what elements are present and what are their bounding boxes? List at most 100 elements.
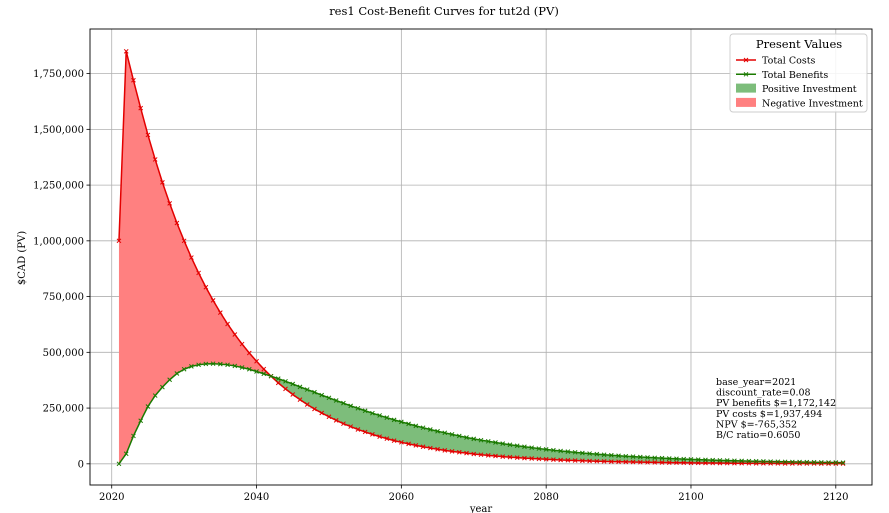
- total-costs-point: [572, 458, 578, 463]
- legend-items: Total Costs Total Benefits Positive Invest…: [736, 56, 863, 109]
- total-benefits-point: [203, 361, 209, 367]
- total-benefits-point: [398, 419, 404, 425]
- total-benefits-point: [724, 458, 730, 463]
- total-costs-point: [304, 402, 310, 407]
- total-benefits-point: [377, 413, 382, 418]
- annotation-line: PV benefits $=1,172,142: [716, 398, 836, 409]
- total-benefits-point: [775, 459, 781, 465]
- total-benefits-point: [746, 458, 752, 464]
- legend-positive-investment: Positive Investment: [736, 83, 857, 95]
- total-benefits-point: [413, 423, 419, 429]
- total-benefits-point: [341, 400, 346, 406]
- total-benefits-point: [167, 377, 173, 383]
- total-benefits-point: [493, 440, 498, 445]
- total-costs-point: [181, 238, 187, 244]
- total-benefits-point: [304, 387, 310, 392]
- total-benefits-point: [160, 384, 165, 390]
- total-costs-point: [145, 132, 151, 138]
- total-costs-point: [485, 453, 491, 458]
- total-costs-point: [116, 238, 122, 244]
- y-tick-label: 750,000: [43, 292, 84, 303]
- legend-total-costs: Total Costs: [736, 56, 816, 67]
- total-benefits-point: [152, 393, 158, 398]
- total-costs-point: [283, 386, 288, 392]
- total-benefits-point: [558, 448, 564, 454]
- y-axis-label: $CAD (PV): [17, 231, 28, 285]
- total-costs-point: [818, 461, 824, 466]
- legend-patch-swatch: [736, 83, 756, 93]
- total-costs-point: [637, 459, 643, 465]
- total-benefits-point: [384, 415, 390, 421]
- total-costs-point: [471, 451, 477, 457]
- total-costs-point: [507, 454, 513, 460]
- legend-box: [729, 33, 868, 113]
- annotation-line: base_year=2021: [716, 377, 796, 388]
- total-benefits-point: [225, 362, 230, 368]
- total-benefits-point: [312, 389, 317, 395]
- y-tick-label: 0: [78, 459, 84, 470]
- legend-marker-swatch: [743, 71, 749, 77]
- total-benefits-point: [333, 398, 339, 403]
- total-costs-point: [435, 446, 440, 452]
- plot-frame: [89, 28, 873, 486]
- chart-title: res1 Cost-Benefit Curves for tut2d (PV): [329, 4, 559, 18]
- positive-investment-area: [271, 376, 844, 464]
- total-benefits-point: [695, 457, 701, 462]
- annotation-line: discount_rate=0.08: [716, 388, 811, 399]
- total-benefits-point: [355, 405, 361, 411]
- total-costs-point: [826, 461, 831, 466]
- legend-marker-swatch: [743, 57, 749, 63]
- total-benefits-point: [630, 454, 636, 459]
- x-axis: 2020 2040 2060 2080 2100 2120: [99, 485, 849, 503]
- total-costs-point: [174, 220, 180, 226]
- total-benefits-point: [210, 361, 216, 367]
- total-costs-point: [319, 410, 325, 416]
- total-benefits-point: [261, 371, 267, 377]
- total-costs-point: [355, 427, 361, 432]
- total-costs-point: [225, 321, 230, 327]
- total-benefits-point: [710, 457, 716, 463]
- legend-label: Total Costs: [762, 56, 816, 67]
- total-benefits-point: [739, 458, 745, 464]
- total-costs-point: [659, 460, 665, 465]
- total-costs-point: [391, 438, 397, 443]
- total-benefits-point: [840, 460, 846, 465]
- total-costs-point: [514, 455, 520, 460]
- total-benefits-point: [189, 364, 194, 369]
- total-benefits-point: [456, 433, 462, 439]
- total-costs-point: [551, 457, 556, 463]
- total-benefits-point: [348, 403, 354, 409]
- total-costs-point: [529, 456, 535, 461]
- total-benefits-point: [797, 459, 802, 465]
- total-costs-point: [500, 454, 506, 459]
- total-benefits-point: [652, 455, 658, 461]
- total-benefits-point: [789, 459, 795, 465]
- total-benefits-point: [818, 459, 824, 465]
- total-benefits-point: [681, 456, 687, 462]
- total-costs-point: [370, 432, 375, 437]
- legend-patch-swatch: [736, 97, 756, 107]
- total-costs-point: [674, 460, 679, 466]
- total-costs-point: [326, 414, 332, 420]
- total-benefits-point: [514, 443, 520, 449]
- total-benefits-point: [326, 395, 332, 401]
- legend-label: Total Benefits: [762, 70, 828, 81]
- total-benefits-point: [471, 436, 477, 442]
- total-costs-point: [203, 284, 209, 290]
- total-costs-point: [768, 461, 773, 466]
- total-benefits-point: [717, 457, 723, 463]
- total-costs-point: [167, 201, 173, 206]
- total-costs-point: [789, 461, 795, 466]
- series-markers: [116, 48, 846, 467]
- y-tick-label: 500,000: [43, 348, 84, 359]
- annotation-line: NPV $=-765,352: [716, 419, 797, 430]
- total-benefits-point: [608, 452, 614, 458]
- annotation-line: PV costs $=1,937,494: [716, 409, 822, 420]
- total-costs-point: [160, 180, 165, 185]
- legend: Present Values Total Costs Total Benefits…: [729, 33, 868, 113]
- total-benefits-point: [551, 447, 556, 453]
- total-benefits-point: [239, 365, 245, 370]
- total-costs-point: [217, 310, 223, 315]
- total-costs-point: [688, 460, 694, 466]
